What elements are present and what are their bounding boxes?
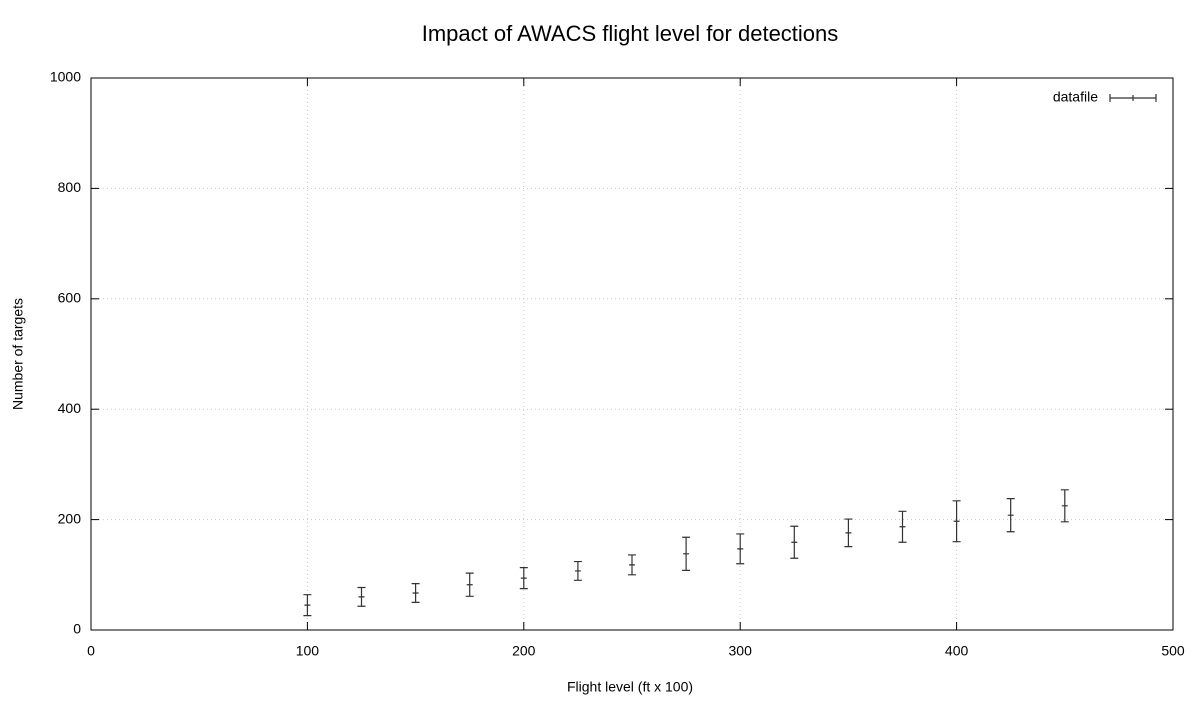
error-bar [736,533,745,565]
error-bar [465,572,474,597]
error-bar [790,525,799,559]
x-tick-label: 500 [1161,643,1185,659]
error-bar [573,560,582,581]
y-tick-label: 600 [58,290,82,306]
x-tick-label: 300 [729,643,753,659]
y-tick-label: 400 [58,400,82,416]
error-bar [1060,489,1069,523]
x-tick-label: 0 [87,643,95,659]
y-axis-label: Number of targets [10,298,26,410]
x-tick-label: 200 [512,643,536,659]
error-bar [411,583,420,603]
y-tick-label: 800 [58,179,82,195]
x-tick-label: 100 [296,643,320,659]
error-bar [898,510,907,543]
error-bar [519,567,528,590]
error-bar [303,594,312,617]
x-tick-label: 400 [945,643,969,659]
error-bar [357,586,366,607]
error-bar [682,536,691,571]
y-tick-label: 0 [73,621,81,637]
plot-frame [90,77,1174,631]
x-axis-label: Flight level (ft x 100) [567,679,693,695]
error-bar [952,500,961,543]
error-bar [844,518,853,548]
y-tick-label: 1000 [50,69,81,85]
error-bar [628,554,636,576]
legend-symbol [1109,94,1157,102]
chart-title: Impact of AWACS flight level for detecti… [422,21,839,46]
y-tick-label: 200 [58,510,82,526]
error-bar [1006,498,1015,533]
legend-label: datafile [1053,89,1098,105]
